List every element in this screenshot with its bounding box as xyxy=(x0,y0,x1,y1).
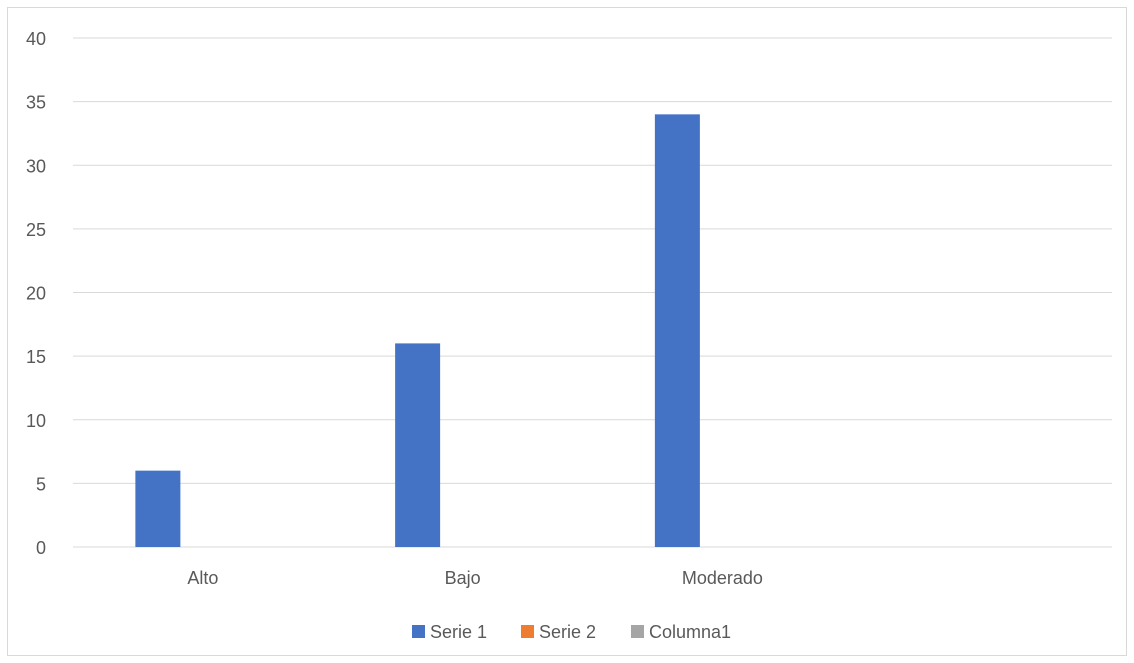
y-tick-label: 35 xyxy=(26,93,46,113)
y-tick-label: 20 xyxy=(26,284,46,304)
x-tick-label: Alto xyxy=(187,568,218,588)
y-tick-label: 15 xyxy=(26,347,46,367)
bars xyxy=(135,114,700,547)
legend-swatch xyxy=(521,625,534,638)
x-tick-label: Moderado xyxy=(682,568,763,588)
y-tick-label: 40 xyxy=(26,29,46,49)
y-tick-label: 25 xyxy=(26,220,46,240)
y-tick-label: 10 xyxy=(26,411,46,431)
legend-swatch xyxy=(631,625,644,638)
legend-label: Serie 2 xyxy=(539,622,596,642)
y-tick-label: 5 xyxy=(36,474,46,494)
legend-label: Columna1 xyxy=(649,622,731,642)
x-axis-tick-labels: Alto Bajo Moderado xyxy=(187,568,763,588)
legend: Serie 1 Serie 2 Columna1 xyxy=(412,622,731,642)
y-tick-label: 0 xyxy=(36,538,46,558)
legend-label: Serie 1 xyxy=(430,622,487,642)
y-axis-tick-labels: 0 5 10 15 20 25 30 35 40 xyxy=(26,29,46,558)
x-tick-label: Bajo xyxy=(445,568,481,588)
bar-bajo-serie-1 xyxy=(395,343,441,547)
bar-alto-serie-1 xyxy=(135,470,181,547)
chart-frame xyxy=(7,7,1127,656)
gridlines xyxy=(73,37,1112,548)
y-tick-label: 30 xyxy=(26,156,46,176)
bar-moderado-serie-1 xyxy=(654,114,700,547)
legend-swatch xyxy=(412,625,425,638)
